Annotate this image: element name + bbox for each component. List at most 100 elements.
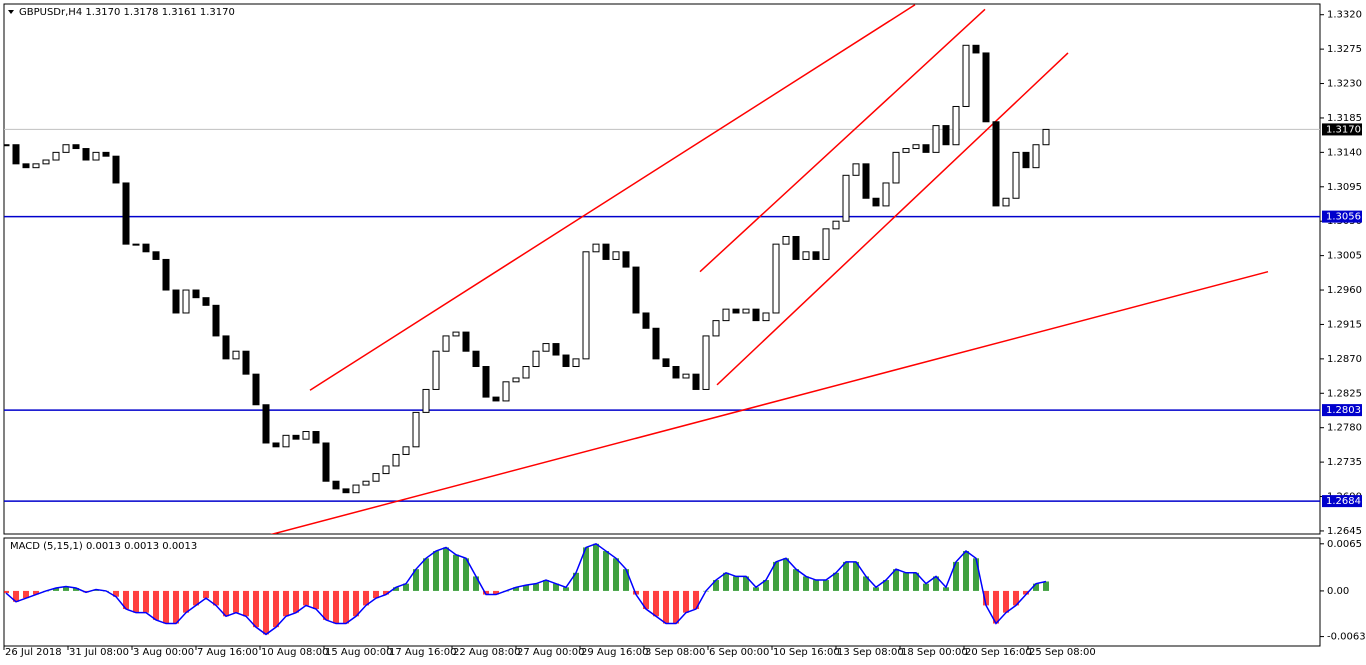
macd-bar — [433, 551, 439, 591]
macd-bar — [473, 576, 479, 591]
candle — [352, 484, 360, 494]
macd-bar — [373, 590, 379, 599]
candle — [782, 235, 790, 245]
macd-bar — [533, 583, 539, 591]
macd-bar — [803, 576, 809, 591]
macd-bar — [743, 576, 749, 591]
candle — [112, 155, 120, 184]
macd-bar — [1023, 590, 1029, 595]
current-price-box — [1322, 123, 1362, 136]
candle — [662, 358, 670, 368]
x-tick-label: 3 Aug 00:00 — [133, 647, 194, 658]
candle — [162, 258, 170, 291]
price-label: 1.2684 — [1326, 496, 1361, 507]
x-tick-label: 18 Sep 00:00 — [901, 647, 968, 658]
candle — [552, 343, 560, 356]
x-tick-label: 7 Aug 16:00 — [197, 647, 258, 658]
candle — [752, 308, 760, 322]
macd-bar — [173, 590, 179, 624]
candle — [92, 151, 100, 161]
macd-bar — [23, 590, 29, 599]
macd-bar — [273, 590, 279, 628]
candle — [432, 350, 440, 390]
macd-bar — [983, 590, 989, 606]
macd-bar — [333, 590, 339, 624]
candle — [582, 251, 590, 360]
x-tick-label: 15 Aug 00:00 — [325, 647, 392, 658]
candle — [842, 174, 850, 222]
macd-bar — [493, 590, 499, 595]
y-tick-label: 0.00 — [1327, 586, 1349, 597]
candle — [472, 350, 480, 368]
candle — [22, 163, 30, 169]
macd-bar — [693, 590, 699, 610]
candle — [832, 220, 840, 230]
candle — [932, 125, 940, 153]
price-label-box — [1322, 210, 1362, 223]
current-price-label: 1.3170 — [1326, 124, 1361, 135]
candle — [102, 151, 110, 157]
candle — [562, 354, 570, 368]
candle — [312, 431, 320, 444]
macd-bar — [343, 590, 349, 624]
candle — [412, 411, 420, 448]
price-label: 1.3056 — [1326, 212, 1361, 223]
candle — [142, 243, 150, 253]
candle — [1042, 128, 1050, 146]
macd-bar — [763, 580, 769, 591]
candle — [1022, 151, 1030, 169]
macd-bar — [603, 551, 609, 591]
y-tick-label: 1.3275 — [1327, 44, 1362, 55]
macd-bar — [423, 558, 429, 591]
macd-bar — [853, 561, 859, 591]
candle — [122, 182, 130, 245]
y-tick-label: 0.0065 — [1327, 539, 1362, 550]
y-tick-label: 1.3005 — [1327, 251, 1362, 262]
y-tick-label: 1.2915 — [1327, 319, 1362, 330]
trendline — [309, 4, 916, 391]
candle — [4, 144, 10, 147]
macd-bar — [143, 590, 149, 613]
macd-bar — [563, 587, 569, 591]
candle — [992, 121, 1000, 207]
candle — [722, 308, 730, 322]
candle — [282, 434, 290, 448]
macd-bar — [183, 590, 189, 613]
candle — [592, 243, 600, 253]
macd-bar — [733, 576, 739, 591]
candle — [532, 350, 540, 368]
menu-arrow[interactable] — [8, 10, 14, 14]
macd-bar — [53, 588, 59, 591]
candle — [492, 396, 500, 402]
macd-bar — [463, 558, 469, 591]
candle — [862, 163, 870, 199]
candle — [262, 404, 270, 444]
x-tick-label: 25 Sep 08:00 — [1029, 647, 1096, 658]
macd-bar — [873, 587, 879, 591]
macd-bar — [993, 590, 999, 624]
macd-bar — [793, 569, 799, 591]
candle — [442, 335, 450, 352]
candle — [712, 320, 720, 337]
macd-bar — [893, 569, 899, 591]
macd-bar — [123, 590, 129, 610]
candle — [1032, 144, 1040, 169]
candle — [602, 243, 610, 260]
candle — [572, 358, 580, 368]
candle — [882, 182, 890, 207]
candle — [482, 366, 490, 398]
candle — [272, 442, 280, 448]
candle — [812, 251, 820, 260]
candle — [742, 308, 750, 314]
candle — [952, 105, 960, 146]
macd-bar — [583, 547, 589, 591]
macd-bar — [643, 590, 649, 610]
macd-bar — [353, 590, 359, 617]
y-tick-label: 1.2645 — [1327, 526, 1362, 537]
macd-bar — [1033, 583, 1039, 591]
x-tick-label: 26 Jul 2018 — [5, 647, 62, 658]
macd-bar — [593, 543, 599, 591]
y-tick-label: 1.2870 — [1327, 354, 1362, 365]
candle — [982, 52, 990, 123]
